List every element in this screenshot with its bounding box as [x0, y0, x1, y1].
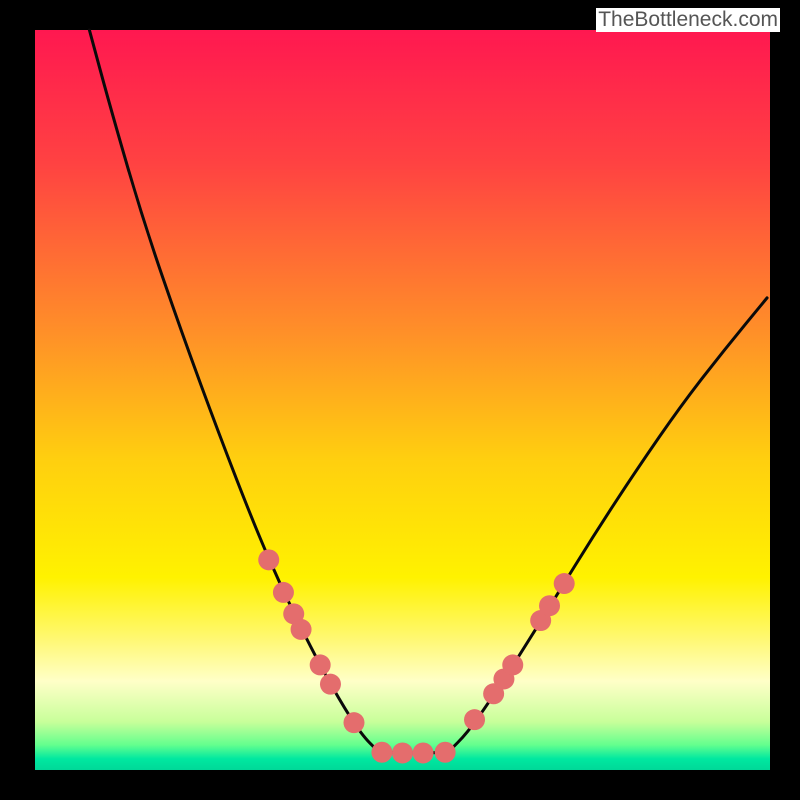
data-marker [539, 595, 560, 616]
data-marker [320, 674, 341, 695]
data-marker [502, 654, 523, 675]
plot-background [35, 30, 770, 770]
data-marker [371, 742, 392, 763]
data-marker [554, 573, 575, 594]
data-marker [258, 549, 279, 570]
data-marker [435, 742, 456, 763]
data-marker [291, 619, 312, 640]
watermark-text: TheBottleneck.com [596, 8, 780, 32]
bottleneck-chart [0, 0, 800, 800]
data-marker [413, 742, 434, 763]
data-marker [343, 712, 364, 733]
data-marker [392, 742, 413, 763]
data-marker [310, 654, 331, 675]
data-marker [464, 709, 485, 730]
data-marker [273, 582, 294, 603]
